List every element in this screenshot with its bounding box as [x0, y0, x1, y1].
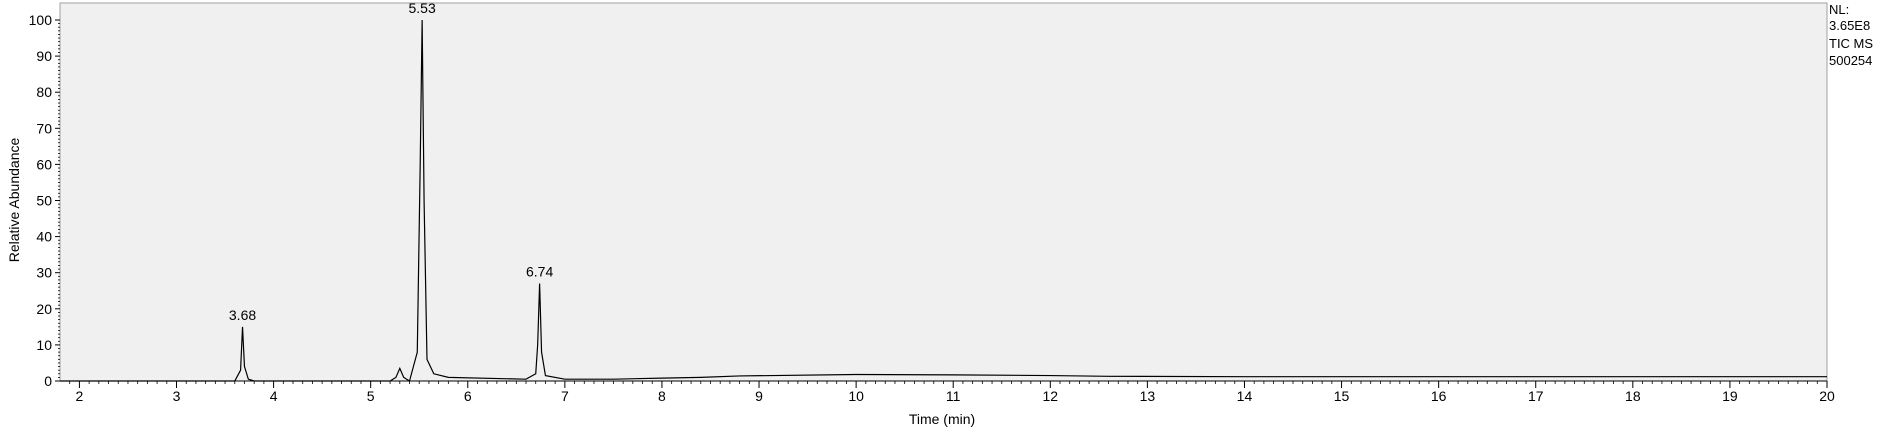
- y-tick-label: 10: [36, 337, 52, 353]
- x-tick-label: 4: [270, 388, 278, 404]
- x-tick-label: 17: [1528, 388, 1544, 404]
- series-line: [60, 19, 1827, 382]
- x-tick-label: 13: [1140, 388, 1156, 404]
- y-tick-label: 100: [29, 12, 53, 28]
- x-axis-title: Time (min): [909, 411, 975, 427]
- y-tick-label: 60: [36, 156, 52, 172]
- nl-label-line2: 3.65E8: [1829, 18, 1870, 33]
- x-tick-label: 19: [1722, 388, 1738, 404]
- x-tick-label: 7: [561, 388, 569, 404]
- y-tick-label: 40: [36, 229, 52, 245]
- x-tick-label: 16: [1431, 388, 1447, 404]
- peak-label: 6.74: [526, 264, 553, 280]
- peak-label: 3.68: [229, 307, 256, 323]
- y-axis-title: Relative Abundance: [6, 138, 22, 263]
- x-tick-label: 10: [848, 388, 864, 404]
- x-axis: 2 3 4 5 6 7 8 9 10 11 12 13 14 15 16 17 18 19 20: [60, 380, 1835, 404]
- nl-label-line1: NL:: [1829, 2, 1849, 17]
- y-axis: 0 10 20 30 40 50 60 70 80 90 100: [29, 12, 60, 389]
- y-tick-label: 80: [36, 84, 52, 100]
- y-tick-label: 20: [36, 301, 52, 317]
- x-tick-label: 2: [76, 388, 84, 404]
- x-tick-label: 20: [1819, 388, 1835, 404]
- x-tick-label: 9: [755, 388, 763, 404]
- y-tick-label: 90: [36, 48, 52, 64]
- y-tick-label: 30: [36, 265, 52, 281]
- x-tick-label: 18: [1625, 388, 1641, 404]
- y-tick-label: 50: [36, 193, 52, 209]
- peak-label: 5.53: [409, 0, 436, 16]
- nl-label-line3: TIC MS: [1829, 36, 1873, 51]
- plot-background: [59, 2, 1828, 382]
- x-tick-label: 15: [1334, 388, 1350, 404]
- y-tick-label: 0: [44, 373, 52, 389]
- x-tick-label: 5: [367, 388, 375, 404]
- x-tick-label: 11: [946, 388, 961, 404]
- y-tick-label: 70: [36, 120, 52, 136]
- x-tick-label: 8: [658, 388, 666, 404]
- x-tick-label: 3: [173, 388, 181, 404]
- nl-label-line4: 500254: [1829, 53, 1872, 68]
- peak-labels: 3.68 5.53 6.74: [229, 0, 554, 323]
- x-tick-label: 12: [1043, 388, 1059, 404]
- x-tick-label: 14: [1237, 388, 1253, 404]
- x-tick-label: 6: [464, 388, 472, 404]
